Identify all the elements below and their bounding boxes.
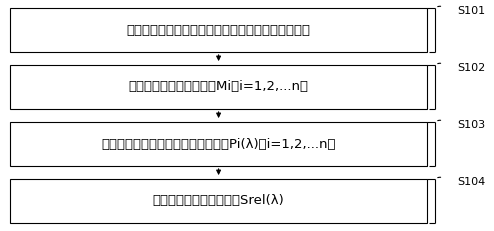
Text: 数值求解得到光谱灵敏度Srel(λ): 数值求解得到光谱灵敏度Srel(λ): [153, 195, 285, 207]
Bar: [10, 179, 427, 223]
Text: 获取参考光源出射光的光谱辐射通量Pi(λ)（i=1,2,...n）: 获取参考光源出射光的光谱辐射通量Pi(λ)（i=1,2,...n）: [101, 137, 336, 151]
Text: 三个及以上峰值波长不同的参考光源入射到积分球内: 三个及以上峰值波长不同的参考光源入射到积分球内: [126, 24, 311, 36]
Bar: [10, 122, 427, 166]
Text: S101: S101: [457, 6, 486, 16]
Bar: [10, 8, 427, 52]
Text: S102: S102: [457, 63, 486, 73]
Text: 读取积分球光度计的响应Mi（i=1,2,...n）: 读取积分球光度计的响应Mi（i=1,2,...n）: [128, 80, 309, 94]
Bar: [10, 65, 427, 109]
Text: S103: S103: [457, 120, 486, 130]
Text: S104: S104: [457, 177, 486, 187]
